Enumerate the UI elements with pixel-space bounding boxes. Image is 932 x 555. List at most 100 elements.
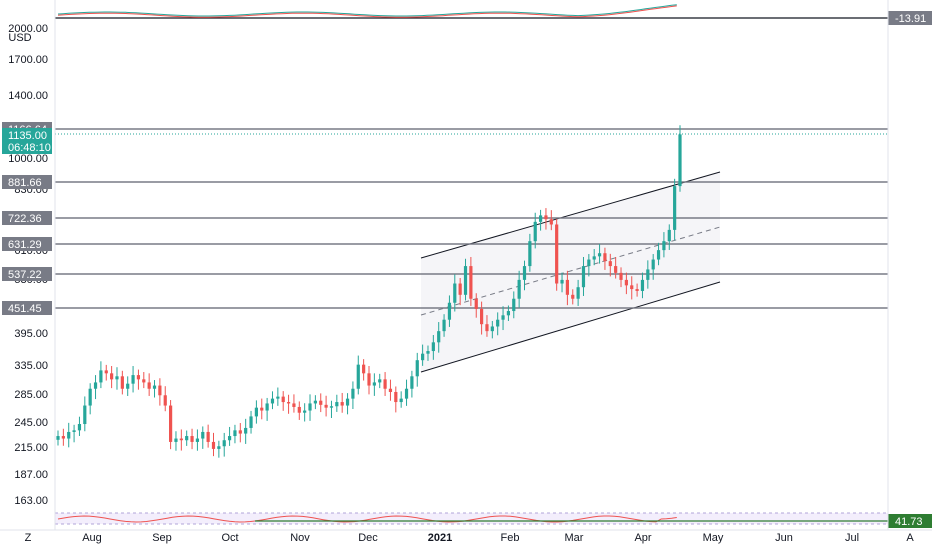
channel-mid-line [420, 226, 721, 316]
candle-body [571, 294, 575, 299]
candle-body [217, 446, 221, 449]
time-tick-label: Feb [501, 532, 520, 544]
candle-body [506, 311, 511, 316]
countdown-label: 06:48:10 [8, 142, 51, 154]
candle-body [169, 405, 173, 442]
candle-body [126, 383, 130, 389]
candle-body [592, 256, 596, 260]
candle-body [131, 375, 135, 384]
channel-fill [421, 172, 720, 372]
candle-body [281, 396, 285, 403]
candle-body [597, 253, 602, 257]
candle-body [501, 315, 505, 320]
candle-body [404, 388, 409, 399]
price-tick-label: 1400.00 [8, 90, 48, 102]
price-tick-label: 1000.00 [8, 153, 48, 165]
price-tick-label: 395.00 [14, 328, 48, 340]
price-level-tag [2, 175, 52, 189]
price-tick-label: 335.00 [14, 360, 48, 372]
macd-value-tag [888, 11, 932, 25]
candle-body [442, 319, 446, 332]
candle-body [619, 272, 623, 280]
candle-body [313, 400, 317, 404]
price-tick-label: 1700.00 [8, 54, 48, 66]
candle-body [61, 436, 65, 439]
candle-body [614, 266, 618, 273]
time-tick-label: 2021 [428, 532, 452, 544]
candle-body [635, 289, 639, 291]
candle-body [383, 379, 387, 389]
time-tick-label: Mar [565, 532, 584, 544]
candle-body [158, 385, 162, 396]
price-level-tag [2, 237, 52, 251]
candle-body [195, 438, 200, 442]
candle-body [345, 398, 350, 406]
last-price-label: 1135.00 [8, 130, 47, 142]
rsi-line [57, 515, 677, 523]
price-tick-label: 187.00 [14, 469, 48, 481]
price-level-label: 722.36 [8, 213, 42, 225]
candle-body [367, 373, 371, 386]
candle-body [163, 395, 167, 406]
candle-body [576, 287, 580, 299]
candle-body [286, 402, 291, 404]
price-tick-label: 163.00 [14, 495, 48, 507]
candle-body [190, 436, 194, 442]
time-tick-label: Sep [152, 532, 172, 544]
footer-right-label[interactable]: A [906, 532, 914, 544]
candle-body [319, 400, 323, 405]
candle-body [581, 266, 586, 288]
candle-body [474, 298, 478, 309]
candle-body [678, 134, 682, 187]
candle-body [93, 382, 98, 389]
candle-body [410, 376, 414, 389]
candle-body [372, 382, 376, 386]
candle-body [227, 436, 232, 441]
price-level-label: 881.66 [8, 177, 42, 189]
footer-left-label[interactable]: Z [25, 532, 32, 544]
time-tick-label: Dec [358, 532, 378, 544]
candle-body [522, 266, 527, 280]
candle-body [512, 298, 516, 312]
time-tick-label: May [703, 532, 724, 544]
candle-body [152, 385, 157, 389]
candle-body [458, 283, 462, 295]
candle-body [544, 215, 548, 220]
candle-body [528, 241, 532, 267]
time-tick-label: Oct [221, 532, 238, 544]
candle-body [437, 331, 441, 343]
candle-body [329, 406, 334, 408]
candle-body [485, 324, 489, 332]
rsi-pane: 41.73 [55, 512, 932, 528]
candle-body [303, 410, 307, 413]
candle-body [206, 431, 210, 442]
candle-body [276, 396, 280, 399]
candle-body [667, 229, 671, 242]
candle-body [426, 351, 430, 354]
candle-body [201, 431, 205, 439]
channel-lower-line [420, 281, 721, 373]
candle-body [560, 279, 564, 284]
candle-body [99, 370, 103, 383]
candle-body [378, 379, 382, 383]
candle-body [431, 342, 435, 352]
candle-body [260, 407, 264, 411]
price-axis[interactable]: 2000.001700.001400.001000.00830.00700.00… [2, 0, 56, 530]
candle-body [362, 364, 366, 374]
candle-body [463, 266, 468, 295]
candle-body [656, 250, 661, 260]
macd-pane: -13.91 [55, 4, 932, 25]
candle-body [608, 261, 612, 267]
candle-body [174, 438, 178, 442]
candle-body [646, 269, 650, 280]
candle-body [538, 215, 543, 222]
rsi-value-label: 41.73 [895, 516, 923, 528]
price-tick-label: 245.00 [14, 417, 48, 429]
candle-body [297, 406, 301, 413]
price-level-tag [2, 211, 52, 225]
time-tick-label: Apr [634, 532, 651, 544]
candle-body [630, 285, 634, 290]
price-tick-label: 215.00 [14, 442, 48, 454]
